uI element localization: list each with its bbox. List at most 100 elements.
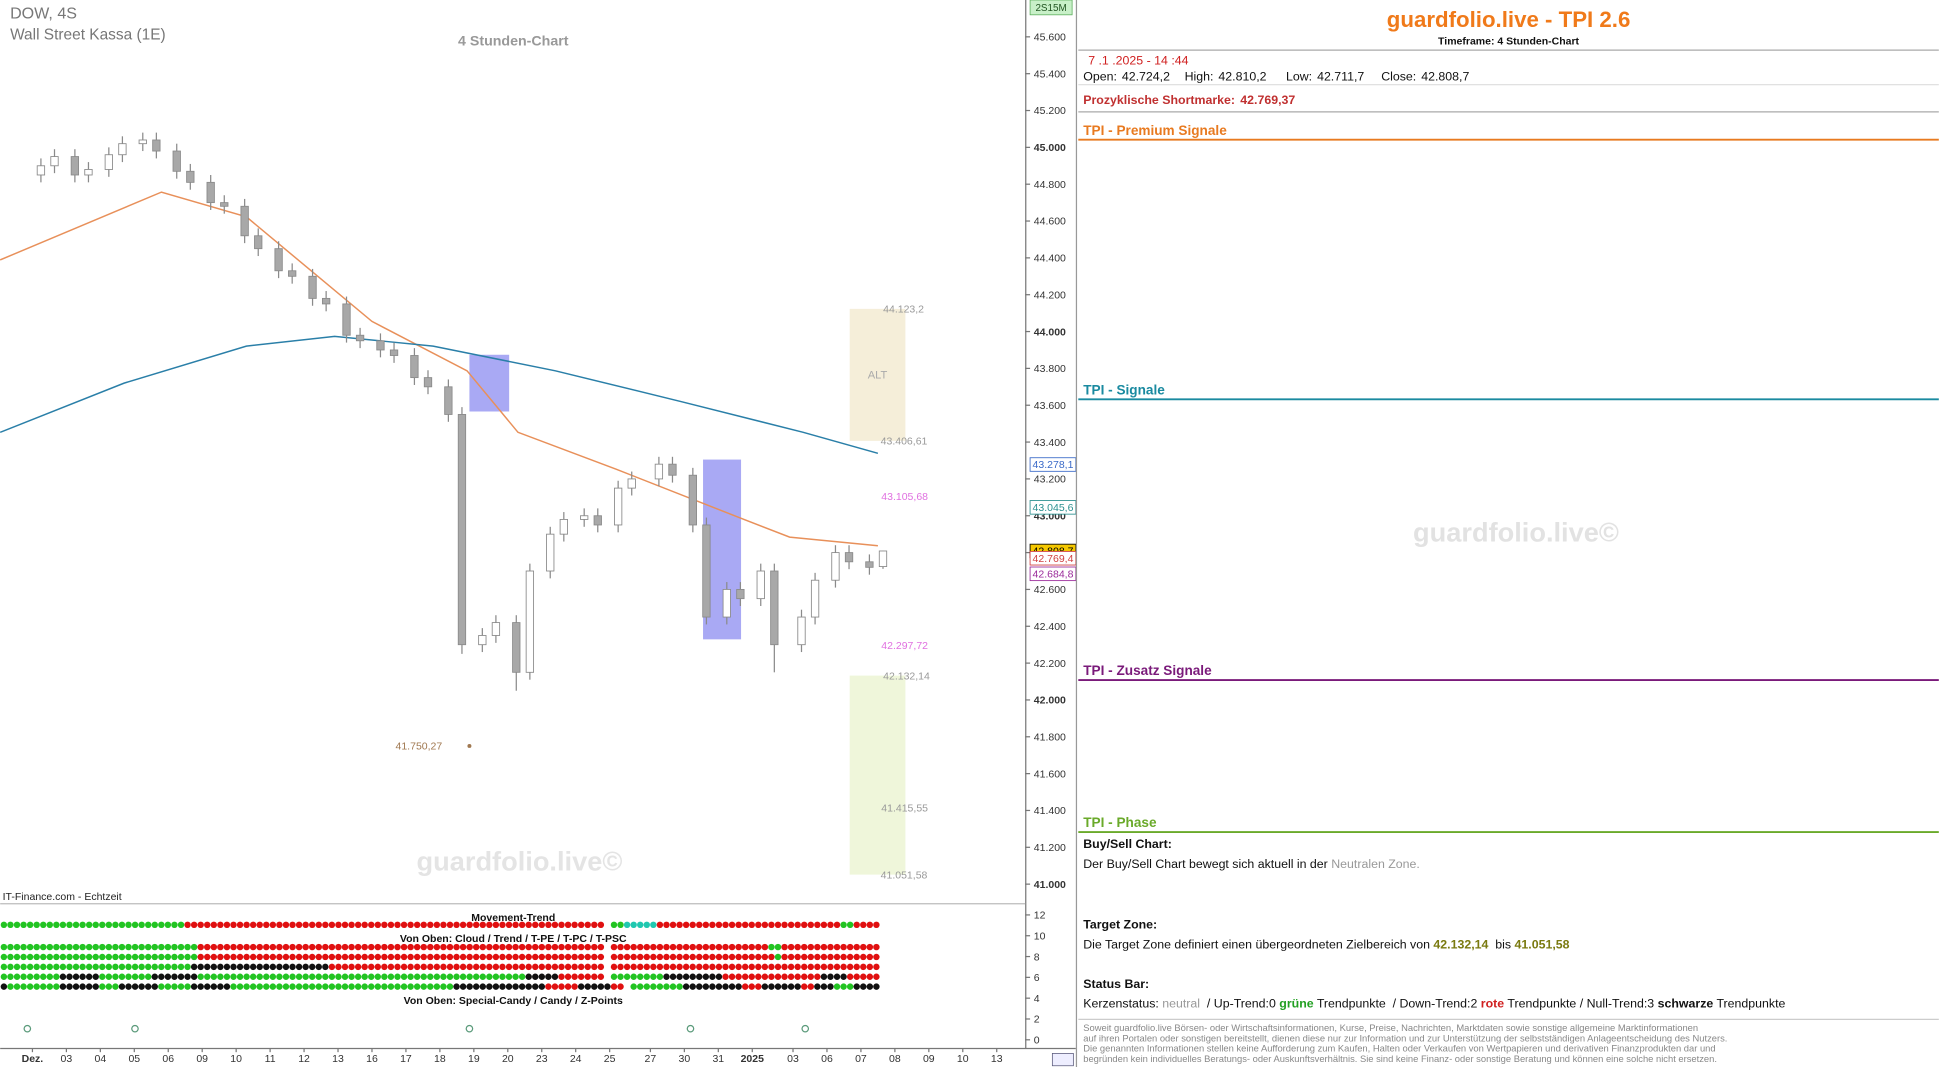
trend-dot [682, 921, 690, 929]
trend-dot [177, 973, 185, 980]
trend-dot [728, 963, 736, 971]
trend-dot [66, 921, 73, 929]
trend-dot [230, 943, 237, 951]
trend-dot [591, 973, 598, 980]
trend-dot [722, 963, 729, 971]
trend-dot [597, 943, 605, 951]
text: bis [1488, 937, 1514, 951]
trend-dot [873, 943, 880, 951]
trend-dot [282, 983, 290, 990]
trend-dot [341, 953, 349, 961]
buy-sell-text: Der Buy/Sell Chart bewegt sich aktuell i… [1083, 857, 1420, 871]
trend-dot [335, 973, 342, 980]
trend-dot [223, 973, 231, 980]
trend-dot [190, 953, 198, 961]
trend-dot [873, 973, 880, 980]
trend-dot [801, 943, 808, 951]
trend-dot [20, 963, 27, 971]
trend-dot [453, 983, 460, 990]
status-word: schwarze [1658, 997, 1714, 1011]
trend-dot [164, 943, 172, 951]
trend-dot [735, 973, 742, 980]
trend-dot [650, 963, 657, 971]
trend-dot [722, 943, 729, 951]
candle-body [593, 515, 602, 526]
trend-dot [433, 921, 441, 929]
trend-dot [814, 953, 821, 961]
trend-dot [118, 963, 126, 971]
trend-dot [545, 973, 552, 980]
settings-icon[interactable] [1051, 1053, 1074, 1067]
trend-dot [269, 921, 277, 929]
trend-dot [709, 953, 716, 961]
trend-dot [335, 943, 342, 951]
trend-dot [368, 943, 375, 951]
candle-body [104, 154, 113, 170]
trend-dot [827, 973, 834, 980]
trend-dot [715, 943, 723, 951]
trend-dot [702, 963, 710, 971]
trend-dot [164, 953, 172, 961]
trend-dot [801, 921, 808, 929]
trend-dot [702, 983, 710, 990]
trend-dot [801, 953, 808, 961]
trend-dot [525, 921, 532, 929]
trend-dot [551, 973, 559, 980]
trend-dot [59, 973, 67, 980]
trend-dot [368, 953, 375, 961]
trend-dot [223, 963, 231, 971]
trend-dot [827, 963, 834, 971]
trend-dot [794, 953, 801, 961]
trend-dot [118, 973, 126, 980]
trend-dot [315, 943, 322, 951]
trend-dot [768, 973, 775, 980]
trend-dot [820, 943, 828, 951]
trend-dot [328, 963, 336, 971]
trend-dot [833, 943, 841, 951]
trend-dot [302, 983, 309, 990]
trend-dot [407, 963, 414, 971]
trend-dot [807, 953, 815, 961]
trend-dot [158, 973, 165, 980]
x-tick-label: 24 [570, 1053, 582, 1065]
trend-dot [322, 921, 329, 929]
trend-dot [33, 953, 40, 961]
trend-dot [0, 963, 8, 971]
trend-dot [623, 921, 631, 929]
trend-dot [702, 953, 710, 961]
trend-dot [164, 973, 172, 980]
trend-dot [420, 943, 427, 951]
trend-dot [361, 921, 368, 929]
trend-dot [118, 953, 126, 961]
trend-dot [525, 963, 532, 971]
trend-dot [308, 983, 316, 990]
average-line [0, 335, 879, 455]
trend-dot [427, 921, 434, 929]
trend-dot [774, 943, 782, 951]
trend-dot [53, 973, 60, 980]
trend-dot [190, 921, 198, 929]
zone-label: 44.123,2 [883, 304, 924, 316]
buy-sell-heading: Buy/Sell Chart: [1083, 837, 1172, 851]
trend-dot [413, 921, 421, 929]
x-tick-label: 13 [332, 1053, 344, 1065]
trend-dot [755, 921, 762, 929]
trend-dot [354, 921, 362, 929]
trend-dot [453, 963, 460, 971]
trend-dot [807, 963, 815, 971]
trend-dot [328, 983, 336, 990]
trend-dot [768, 921, 775, 929]
trend-dot [735, 963, 742, 971]
trend-dot [341, 921, 349, 929]
trend-dot [486, 973, 493, 980]
trend-dot [781, 963, 788, 971]
trend-dot [276, 983, 283, 990]
candle-body [668, 463, 677, 476]
trend-dot [866, 943, 874, 951]
y-tick-label: 42.600 [1034, 584, 1066, 596]
trend-dot [643, 983, 650, 990]
trend-dot [7, 953, 14, 961]
trend-dot [308, 943, 316, 951]
trend-dot [689, 983, 696, 990]
trend-dot [85, 973, 93, 980]
